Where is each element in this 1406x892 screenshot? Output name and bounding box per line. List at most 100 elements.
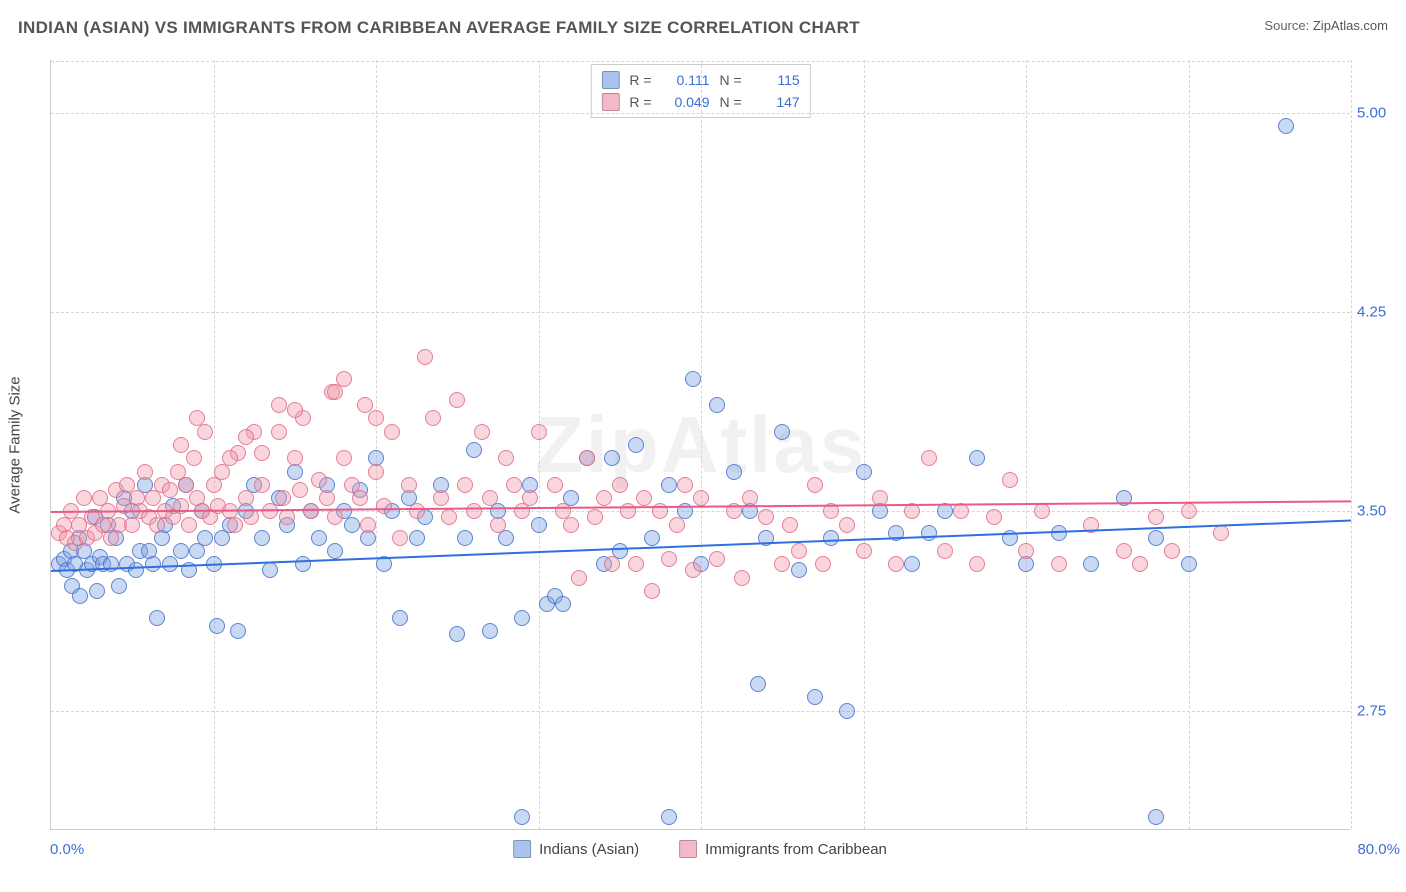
legend-swatch [601,71,619,89]
data-point [596,490,612,506]
data-point [669,517,685,533]
data-point [782,517,798,533]
data-point [685,562,701,578]
x-axis-min-label: 0.0% [50,841,84,858]
data-point [1164,543,1180,559]
data-point [145,556,161,572]
data-point [417,349,433,365]
data-point [275,490,291,506]
data-point [839,517,855,533]
data-point [482,623,498,639]
stat-r-label: R = [629,72,651,88]
data-point [254,477,270,493]
data-point [921,450,937,466]
y-axis-label: Average Family Size [7,376,24,513]
data-point [709,397,725,413]
data-point [327,509,343,525]
data-point [149,610,165,626]
data-point [774,556,790,572]
data-point [937,503,953,519]
data-point [474,424,490,440]
data-point [433,490,449,506]
data-point [368,410,384,426]
data-point [791,543,807,559]
ytick-label: 5.00 [1357,105,1405,122]
gridline-v [1189,60,1190,829]
data-point [357,397,373,413]
data-point [986,509,1002,525]
data-point [1034,503,1050,519]
data-point [173,437,189,453]
data-point [466,503,482,519]
data-point [441,509,457,525]
ytick-label: 4.25 [1357,304,1405,321]
data-point [774,424,790,440]
data-point [425,410,441,426]
data-point [1002,472,1018,488]
data-point [311,530,327,546]
data-point [904,556,920,572]
gridline-v [539,60,540,829]
data-point [311,472,327,488]
data-point [449,392,465,408]
data-point [254,530,270,546]
data-point [262,503,278,519]
legend-label: Indians (Asian) [539,841,639,858]
data-point [555,596,571,612]
data-point [498,530,514,546]
data-point [726,464,742,480]
data-point [661,809,677,825]
data-point [254,445,270,461]
data-point [807,477,823,493]
data-point [1148,509,1164,525]
data-point [791,562,807,578]
data-point [186,450,202,466]
data-point [1148,530,1164,546]
plot-area: ZipAtlas R =0.111N =115R =0.049N =147 2.… [50,60,1350,830]
data-point [644,530,660,546]
data-point [457,530,473,546]
data-point [661,477,677,493]
data-point [563,517,579,533]
data-point [823,530,839,546]
data-point [173,543,189,559]
data-point [969,450,985,466]
data-point [636,490,652,506]
data-point [197,424,213,440]
data-point [685,371,701,387]
data-point [856,464,872,480]
data-point [401,477,417,493]
data-point [482,490,498,506]
data-point [376,498,392,514]
data-point [162,482,178,498]
data-point [490,517,506,533]
data-point [368,464,384,480]
ytick-label: 2.75 [1357,702,1405,719]
data-point [514,610,530,626]
data-point [661,551,677,567]
data-point [579,450,595,466]
data-point [344,517,360,533]
data-point [181,517,197,533]
stat-r-value: 0.111 [662,72,710,88]
legend-item: Indians (Asian) [513,840,639,858]
data-point [604,556,620,572]
gridline-v [701,60,702,829]
data-point [1051,556,1067,572]
chart-title: INDIAN (ASIAN) VS IMMIGRANTS FROM CARIBB… [18,18,860,37]
source-label: Source: [1264,18,1309,33]
legend-item: Immigrants from Caribbean [679,840,887,858]
data-point [628,437,644,453]
data-point [292,482,308,498]
data-point [457,477,473,493]
data-point [178,477,194,493]
legend-swatch [601,93,619,111]
data-point [238,490,254,506]
data-point [1083,556,1099,572]
data-point [677,477,693,493]
data-point [89,583,105,599]
title-bar: INDIAN (ASIAN) VS IMMIGRANTS FROM CARIBB… [18,18,1388,46]
data-point [230,623,246,639]
data-point [197,530,213,546]
data-point [921,525,937,541]
